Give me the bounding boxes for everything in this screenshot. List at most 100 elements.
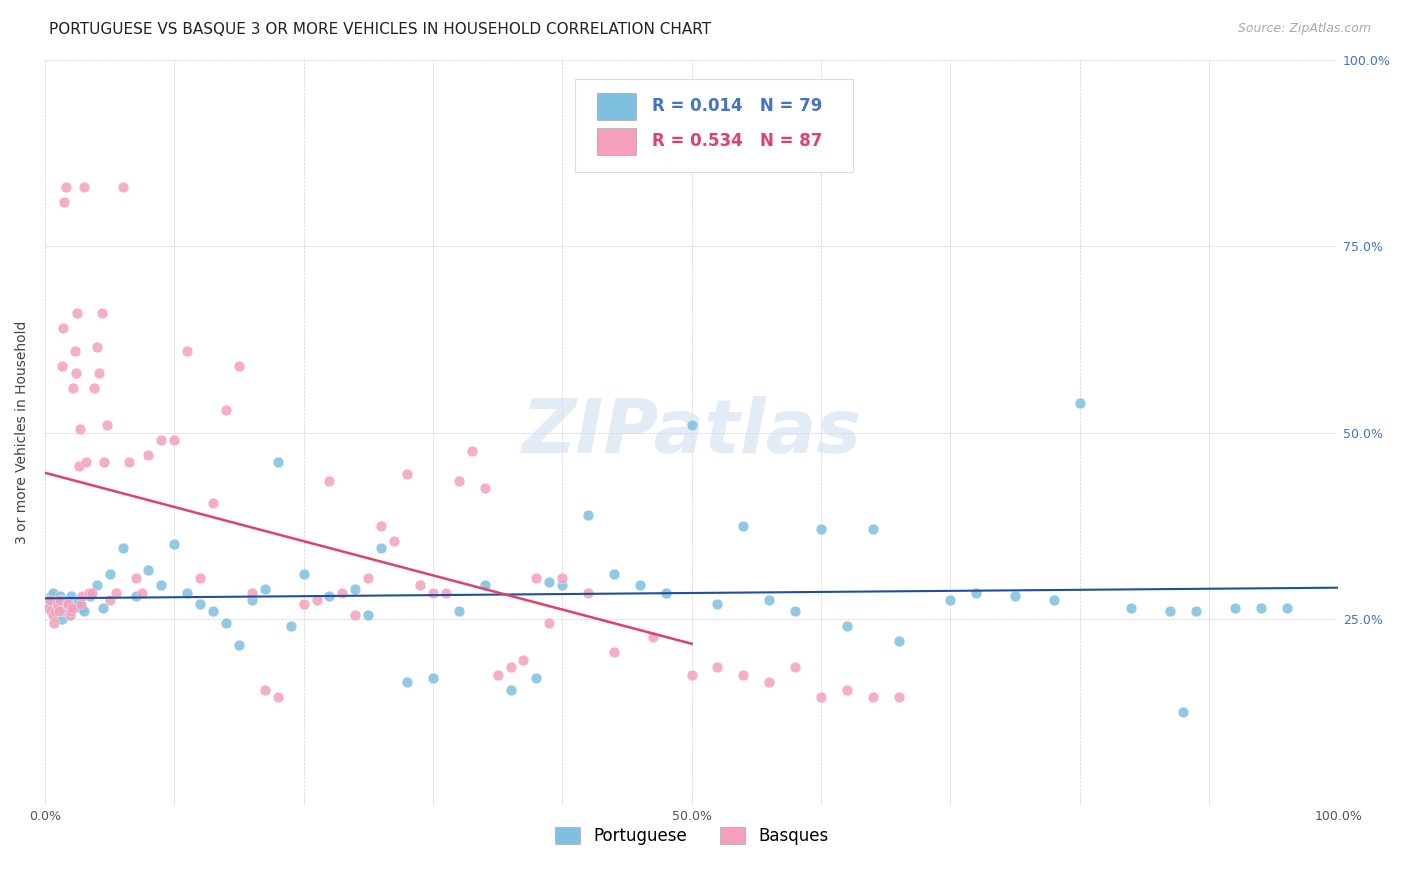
Point bbox=[96, 418, 118, 433]
Point bbox=[292, 597, 315, 611]
Text: PORTUGUESE VS BASQUE 3 OR MORE VEHICLES IN HOUSEHOLD CORRELATION CHART: PORTUGUESE VS BASQUE 3 OR MORE VEHICLES … bbox=[49, 22, 711, 37]
Point bbox=[628, 578, 651, 592]
Text: R = 0.014   N = 79: R = 0.014 N = 79 bbox=[651, 97, 823, 115]
Point bbox=[202, 496, 225, 510]
Point bbox=[70, 597, 93, 611]
Point bbox=[965, 585, 987, 599]
Point bbox=[447, 474, 470, 488]
Point bbox=[41, 604, 63, 618]
Point bbox=[253, 682, 276, 697]
Point bbox=[118, 455, 141, 469]
Point bbox=[681, 667, 703, 681]
Point bbox=[1159, 604, 1181, 618]
Point bbox=[370, 518, 392, 533]
Point bbox=[706, 660, 728, 674]
Point bbox=[215, 615, 238, 630]
Point bbox=[240, 585, 263, 599]
Point bbox=[53, 597, 76, 611]
Point bbox=[44, 608, 66, 623]
Point bbox=[70, 600, 93, 615]
Point bbox=[733, 518, 755, 533]
Point bbox=[681, 418, 703, 433]
Point bbox=[56, 600, 79, 615]
Point bbox=[526, 571, 548, 585]
Point bbox=[67, 593, 90, 607]
Point bbox=[62, 381, 84, 395]
Point bbox=[77, 585, 100, 599]
Point bbox=[228, 359, 250, 373]
Point bbox=[370, 541, 392, 555]
Point bbox=[939, 593, 962, 607]
Point bbox=[55, 593, 77, 607]
Point bbox=[58, 597, 80, 611]
Point bbox=[422, 672, 444, 686]
Point bbox=[396, 467, 419, 481]
Point bbox=[344, 582, 367, 596]
Point bbox=[486, 667, 509, 681]
Point bbox=[79, 590, 101, 604]
FancyBboxPatch shape bbox=[598, 128, 636, 154]
Point bbox=[62, 600, 84, 615]
Point bbox=[641, 631, 664, 645]
Point bbox=[124, 571, 146, 585]
Point bbox=[124, 590, 146, 604]
Point bbox=[305, 593, 328, 607]
Point bbox=[58, 608, 80, 623]
Point bbox=[72, 590, 94, 604]
Point bbox=[42, 597, 65, 611]
Point bbox=[41, 590, 63, 604]
Point bbox=[280, 619, 302, 633]
Point bbox=[138, 563, 160, 577]
Point bbox=[163, 433, 186, 447]
Point bbox=[344, 608, 367, 623]
Point bbox=[551, 571, 574, 585]
Point bbox=[603, 645, 626, 659]
Text: R = 0.534   N = 87: R = 0.534 N = 87 bbox=[651, 132, 823, 151]
Point bbox=[396, 675, 419, 690]
Point bbox=[887, 690, 910, 704]
Point bbox=[1069, 396, 1091, 410]
Point bbox=[447, 604, 470, 618]
Point bbox=[512, 653, 534, 667]
Point bbox=[91, 600, 114, 615]
Point bbox=[409, 578, 432, 592]
Y-axis label: 3 or more Vehicles in Household: 3 or more Vehicles in Household bbox=[15, 321, 30, 544]
Point bbox=[46, 593, 69, 607]
Point bbox=[44, 604, 66, 618]
Point bbox=[46, 600, 69, 615]
Point bbox=[603, 567, 626, 582]
Point bbox=[733, 667, 755, 681]
Point bbox=[810, 690, 832, 704]
Point bbox=[73, 179, 96, 194]
Point bbox=[45, 597, 67, 611]
Point bbox=[49, 593, 72, 607]
Point bbox=[51, 359, 73, 373]
Point bbox=[49, 590, 72, 604]
Point bbox=[39, 593, 62, 607]
Point bbox=[48, 600, 70, 615]
Point bbox=[66, 306, 89, 320]
Point bbox=[887, 634, 910, 648]
Point bbox=[215, 403, 238, 417]
Point bbox=[318, 590, 340, 604]
Point bbox=[90, 306, 112, 320]
Point bbox=[783, 660, 806, 674]
Point bbox=[1275, 600, 1298, 615]
Point bbox=[163, 537, 186, 551]
Point bbox=[59, 604, 82, 618]
Point bbox=[810, 523, 832, 537]
Point bbox=[58, 608, 80, 623]
Point bbox=[253, 582, 276, 596]
Point bbox=[576, 585, 599, 599]
FancyBboxPatch shape bbox=[575, 78, 853, 172]
Point bbox=[176, 343, 198, 358]
Point bbox=[69, 422, 91, 436]
Point bbox=[131, 585, 153, 599]
Point bbox=[59, 590, 82, 604]
Point bbox=[382, 533, 405, 548]
Legend: Portuguese, Basques: Portuguese, Basques bbox=[554, 827, 828, 845]
Point bbox=[292, 567, 315, 582]
Point bbox=[42, 585, 65, 599]
Point bbox=[357, 608, 380, 623]
Point bbox=[474, 578, 496, 592]
